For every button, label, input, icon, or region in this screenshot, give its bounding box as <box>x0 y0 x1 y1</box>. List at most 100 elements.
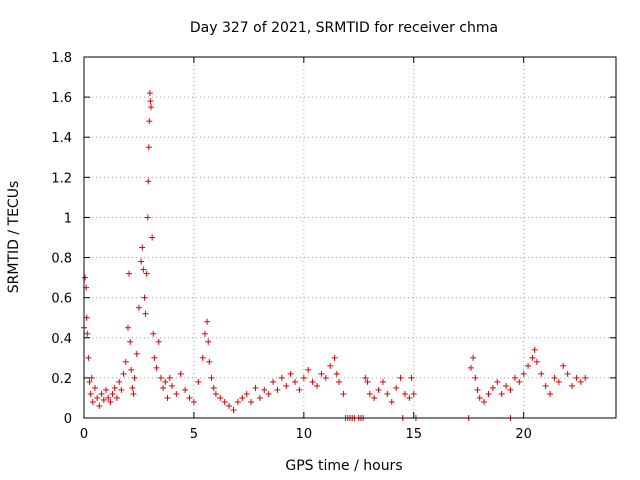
data-point <box>166 374 173 381</box>
plot-frame <box>83 56 617 419</box>
data-point <box>111 384 118 391</box>
data-point <box>205 338 212 345</box>
data-point <box>122 358 129 365</box>
data-point <box>133 350 140 357</box>
data-point <box>138 258 145 265</box>
data-point <box>472 374 479 381</box>
data-point <box>234 398 241 405</box>
y-tick-label: 0.8 <box>51 252 72 267</box>
data-point <box>265 390 272 397</box>
data-point <box>560 362 567 369</box>
data-point <box>401 390 408 397</box>
data-point <box>102 386 109 393</box>
data-point <box>85 354 92 361</box>
grid-lines <box>84 57 616 418</box>
data-point <box>340 390 347 397</box>
data-point <box>300 374 307 381</box>
data-point <box>467 364 474 371</box>
data-point <box>146 90 153 97</box>
data-point <box>221 398 228 405</box>
data-point <box>105 394 112 401</box>
data-point <box>283 382 290 389</box>
data-point <box>230 406 237 413</box>
data-point <box>82 274 89 281</box>
data-point <box>256 394 263 401</box>
data-point <box>525 362 532 369</box>
data-point <box>538 370 545 377</box>
data-point <box>309 378 316 385</box>
data-point <box>239 394 246 401</box>
data-point <box>155 338 162 345</box>
data-point <box>261 386 268 393</box>
data-point <box>160 384 167 391</box>
data-point <box>296 386 303 393</box>
data-point <box>201 330 208 337</box>
chart-title: Day 327 of 2021, SRMTID for receiver chm… <box>190 20 498 36</box>
data-point <box>564 370 571 377</box>
data-point <box>494 378 501 385</box>
data-point <box>142 310 149 317</box>
data-point <box>481 398 488 405</box>
data-point <box>243 390 250 397</box>
data-point <box>109 390 116 397</box>
data-point <box>129 384 136 391</box>
x-axis-label: GPS time / hours <box>285 458 402 474</box>
data-point <box>371 394 378 401</box>
data-point <box>150 330 157 337</box>
data-point <box>542 382 549 389</box>
data-point <box>217 394 224 401</box>
data-point <box>364 378 371 385</box>
x-tick-label: 10 <box>296 427 313 442</box>
data-point <box>87 390 94 397</box>
data-point <box>146 118 153 125</box>
data-point <box>186 394 193 401</box>
data-point <box>582 374 589 381</box>
data-point <box>86 378 93 385</box>
y-tick-label: 0.2 <box>51 372 72 387</box>
data-point <box>89 398 96 405</box>
data-point <box>410 390 417 397</box>
data-point <box>489 384 496 391</box>
data-point <box>139 244 146 251</box>
axis-ticks: 0 0.2 0.4 0.6 0.8 1 1.2 1.4 1.6 1.8 0 5 10 15 20 <box>51 51 616 442</box>
data-point <box>83 314 90 321</box>
data-point <box>573 374 580 381</box>
data-point <box>577 378 584 385</box>
data-point <box>336 378 343 385</box>
data-point <box>91 384 98 391</box>
data-point <box>388 398 395 405</box>
data-point <box>520 370 527 377</box>
y-tick-label: 1.6 <box>51 91 72 106</box>
data-point <box>292 378 299 385</box>
y-tick-label: 0.4 <box>51 332 72 347</box>
data-point <box>147 98 154 105</box>
data-point <box>107 398 114 405</box>
data-point <box>470 354 477 361</box>
data-point <box>126 270 133 277</box>
data-point <box>162 378 169 385</box>
data-point <box>148 104 155 111</box>
data-points <box>81 90 589 421</box>
data-point <box>168 382 175 389</box>
data-point <box>96 402 103 409</box>
data-point <box>531 346 538 353</box>
data-point <box>516 378 523 385</box>
data-point <box>210 384 217 391</box>
data-point <box>145 178 152 185</box>
data-point <box>127 338 134 345</box>
data-point <box>100 396 107 403</box>
data-point <box>305 366 312 373</box>
data-point <box>555 378 562 385</box>
data-point <box>143 270 150 277</box>
data-point <box>366 390 373 397</box>
data-point <box>384 390 391 397</box>
data-point <box>287 370 294 377</box>
data-point <box>248 398 255 405</box>
data-point <box>533 358 540 365</box>
data-point <box>153 364 160 371</box>
data-point <box>503 382 510 389</box>
data-point <box>128 366 135 373</box>
data-point <box>144 214 151 221</box>
data-point <box>140 266 147 273</box>
data-point <box>98 390 105 397</box>
